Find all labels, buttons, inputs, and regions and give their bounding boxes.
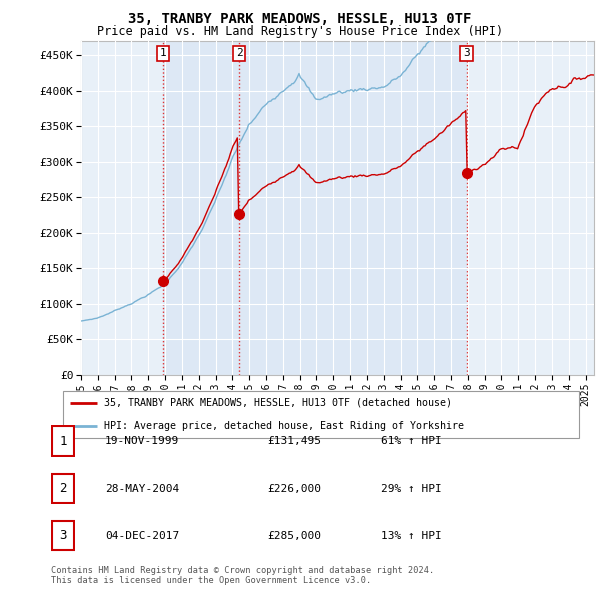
Text: £131,495: £131,495 <box>267 437 321 446</box>
Bar <box>163 41 239 375</box>
FancyBboxPatch shape <box>62 391 580 438</box>
FancyBboxPatch shape <box>52 427 74 455</box>
Text: 61% ↑ HPI: 61% ↑ HPI <box>381 437 442 446</box>
Bar <box>239 41 467 375</box>
Text: 2: 2 <box>236 48 242 58</box>
Text: 28-MAY-2004: 28-MAY-2004 <box>105 484 179 493</box>
Text: £285,000: £285,000 <box>267 531 321 540</box>
Text: 29% ↑ HPI: 29% ↑ HPI <box>381 484 442 493</box>
Text: 35, TRANBY PARK MEADOWS, HESSLE, HU13 0TF: 35, TRANBY PARK MEADOWS, HESSLE, HU13 0T… <box>128 12 472 26</box>
Text: Price paid vs. HM Land Registry's House Price Index (HPI): Price paid vs. HM Land Registry's House … <box>97 25 503 38</box>
Text: £226,000: £226,000 <box>267 484 321 493</box>
Text: 1: 1 <box>59 434 67 448</box>
Text: HPI: Average price, detached house, East Riding of Yorkshire: HPI: Average price, detached house, East… <box>104 421 464 431</box>
Text: 3: 3 <box>59 529 67 542</box>
Text: 13% ↑ HPI: 13% ↑ HPI <box>381 531 442 540</box>
FancyBboxPatch shape <box>52 521 74 550</box>
Text: 19-NOV-1999: 19-NOV-1999 <box>105 437 179 446</box>
FancyBboxPatch shape <box>52 474 74 503</box>
Text: 3: 3 <box>463 48 470 58</box>
Text: 04-DEC-2017: 04-DEC-2017 <box>105 531 179 540</box>
Text: 2: 2 <box>59 481 67 495</box>
Text: Contains HM Land Registry data © Crown copyright and database right 2024.
This d: Contains HM Land Registry data © Crown c… <box>51 566 434 585</box>
Text: 1: 1 <box>160 48 166 58</box>
Text: 35, TRANBY PARK MEADOWS, HESSLE, HU13 0TF (detached house): 35, TRANBY PARK MEADOWS, HESSLE, HU13 0T… <box>104 398 452 408</box>
